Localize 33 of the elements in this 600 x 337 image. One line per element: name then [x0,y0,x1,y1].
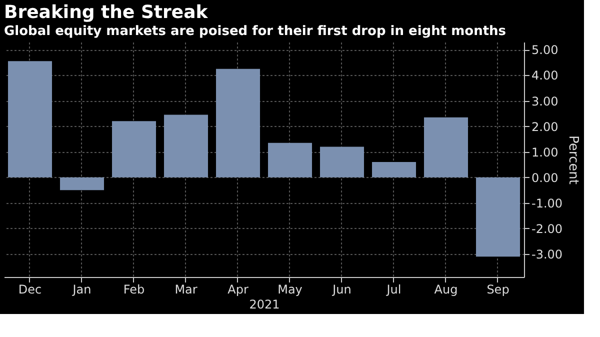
x-tick-label: Sep [486,282,510,296]
y-tick-label: 4.00 [532,68,558,83]
x-tick-label: May [278,282,302,296]
x-tick-label: Aug [434,282,458,296]
x-tick-label: Mar [174,282,198,296]
y-tick-label: -3.00 [532,248,563,262]
y-axis-title: Percent [566,136,581,184]
x-tick-label: Apr [228,282,248,296]
bar [60,177,104,190]
x-tick-label: Jul [386,282,402,296]
bar [268,142,312,178]
y-tick-label: -2.00 [532,222,563,236]
x-tick-label: Jun [332,282,352,296]
bar [112,121,156,178]
y-tick-label: 2.00 [532,120,558,134]
y-tick-label: 3.00 [532,94,558,108]
bar [8,61,52,178]
bar [216,68,260,178]
y-tick-label: 1.00 [532,145,558,160]
x-axis-title: 2021 [249,298,280,312]
x-tick-label: Feb [123,282,145,296]
bar [476,177,520,257]
x-tick-label: Jan [72,282,92,296]
bar [320,146,364,178]
bar [372,162,416,178]
bar [424,117,468,178]
x-tick-label: Dec [18,282,42,296]
bar [164,114,208,178]
chart-subtitle: Global equity markets are poised for their first drop in eight months [4,24,506,39]
chart-title: Breaking the Streak [4,2,209,23]
y-tick-label: 0.00 [532,170,558,185]
y-tick-label: 5.00 [532,43,558,58]
y-tick-label: -1.00 [532,196,563,210]
